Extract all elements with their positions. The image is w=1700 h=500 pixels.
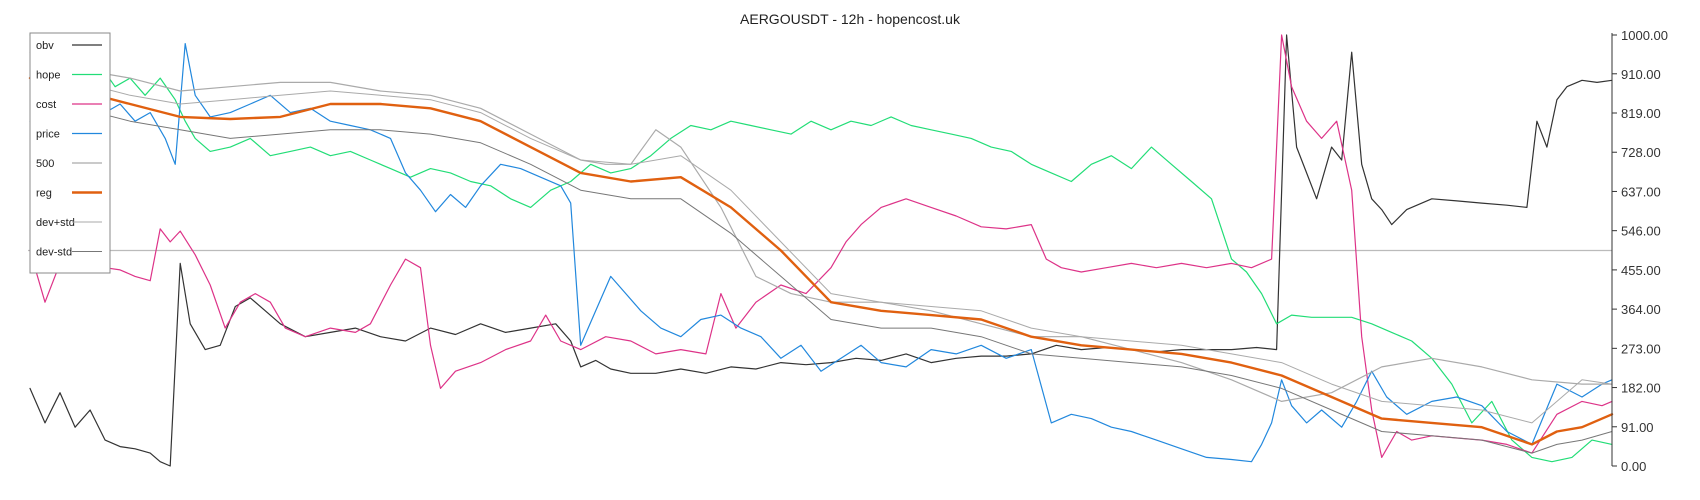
legend-label-hope: hope (36, 70, 60, 82)
series-line-hope (29, 34, 1613, 463)
series-line-dev-std (29, 64, 1613, 424)
y-tick-label: 91.00 (1621, 420, 1654, 435)
legend-label-500: 500 (36, 158, 54, 170)
series-line-cost (29, 34, 1613, 458)
y-tick-label: 182.00 (1621, 381, 1661, 396)
y-tick-label: 910.00 (1621, 67, 1661, 82)
y-tick-label: 637.00 (1621, 184, 1661, 199)
y-tick-label: 728.00 (1621, 145, 1661, 160)
y-tick-label: 1000.00 (1621, 28, 1668, 43)
y-tick-label: 455.00 (1621, 263, 1661, 278)
legend-box (29, 32, 111, 274)
legend-label-dev-std: dev+std (36, 217, 75, 229)
legend-label-cost: cost (36, 99, 56, 111)
y-axis: 1000.00 910.00 819.00 728.00 637.00 546.00 455… (1611, 28, 1668, 474)
series-line-price (29, 43, 1613, 463)
y-tick-label: 819.00 (1621, 106, 1661, 121)
y-tick-label: 364.00 (1621, 302, 1661, 317)
series-line-obv (29, 34, 1613, 467)
series-line-reg (28, 76, 1614, 446)
plot-area (28, 34, 1614, 467)
y-tick-label: 546.00 (1621, 224, 1661, 239)
legend-label-price: price (36, 129, 60, 141)
chart-title: AERGOUSDT - 12h - hopencost.uk (740, 11, 961, 27)
series-line-500 (29, 51, 1613, 402)
legend: obv hope cost price 500 reg dev+std dev-std (29, 32, 111, 274)
legend-label-obv: obv (36, 40, 54, 52)
series-line-dev-std (29, 99, 1613, 454)
y-tick-label: 0.00 (1621, 459, 1646, 474)
legend-label-dev-std: dev-std (36, 247, 72, 259)
legend-label-reg: reg (36, 188, 52, 200)
y-tick-label: 273.00 (1621, 341, 1661, 356)
